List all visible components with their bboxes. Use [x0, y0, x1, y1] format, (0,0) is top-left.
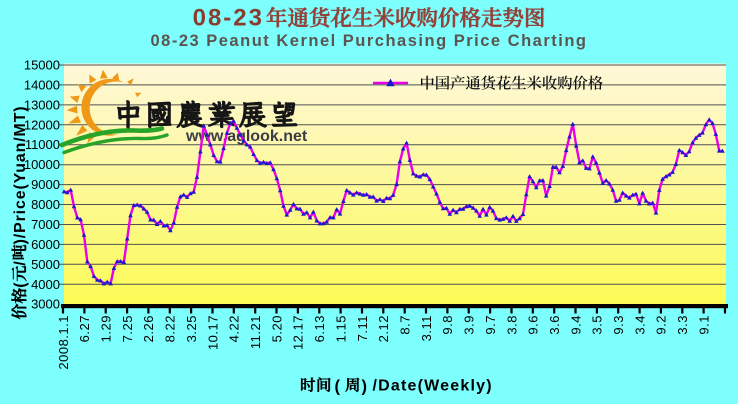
svg-text:4.22: 4.22: [227, 315, 242, 342]
svg-text:6000: 6000: [31, 237, 60, 252]
svg-text:10000: 10000: [24, 157, 60, 172]
svg-text:9.4: 9.4: [568, 315, 583, 335]
svg-text:8.22: 8.22: [163, 315, 178, 342]
svg-text:9.1: 9.1: [696, 315, 711, 335]
svg-text:12.17: 12.17: [291, 315, 306, 350]
svg-text:2008.1.1: 2008.1.1: [56, 315, 71, 370]
svg-text:14000: 14000: [24, 77, 60, 92]
svg-text:1.29: 1.29: [99, 315, 114, 342]
svg-text:2.12: 2.12: [376, 315, 391, 342]
svg-text:7.11: 7.11: [355, 315, 370, 341]
svg-text:15000: 15000: [24, 58, 60, 73]
svg-text:8.7: 8.7: [398, 315, 413, 335]
svg-text:9.3: 9.3: [611, 315, 626, 335]
svg-text:9.8: 9.8: [440, 315, 455, 335]
svg-text:13000: 13000: [24, 97, 60, 112]
svg-text:08-23: 08-23: [193, 5, 264, 32]
svg-text:3.25: 3.25: [184, 315, 199, 342]
svg-text:1.15: 1.15: [333, 315, 348, 342]
svg-text:7000: 7000: [31, 217, 60, 232]
svg-text:9000: 9000: [31, 177, 60, 192]
svg-text:10.17: 10.17: [205, 315, 220, 350]
svg-text:2.26: 2.26: [141, 315, 156, 342]
svg-text:9.2: 9.2: [654, 315, 669, 335]
svg-text:5.20: 5.20: [269, 315, 284, 342]
svg-text:3.4: 3.4: [632, 315, 647, 335]
svg-text:6.13: 6.13: [312, 315, 327, 342]
svg-text:9.6: 9.6: [526, 315, 541, 335]
svg-text:www.aglook.net: www.aglook.net: [185, 128, 308, 145]
svg-text:4000: 4000: [31, 277, 60, 292]
svg-text:3000: 3000: [31, 297, 60, 312]
svg-text:(: (: [12, 281, 29, 287]
svg-text:/Date(Weekly): /Date(Weekly): [373, 378, 493, 395]
svg-text:3.5: 3.5: [590, 315, 605, 335]
svg-text:)/Price(Yuan/MT): )/Price(Yuan/MT): [12, 105, 29, 244]
svg-text:(: (: [335, 378, 341, 396]
svg-text:08-23 Peanut Kernel Purchasing: 08-23 Peanut Kernel Purchasing Price Cha…: [150, 32, 587, 50]
svg-text:3.8: 3.8: [504, 315, 519, 335]
svg-text:12000: 12000: [24, 117, 60, 132]
svg-text:5000: 5000: [31, 257, 60, 272]
svg-text:7.25: 7.25: [120, 315, 135, 342]
svg-text:/: /: [12, 260, 29, 265]
svg-text:9.7: 9.7: [483, 315, 498, 335]
svg-text:): ): [362, 378, 368, 396]
svg-text:6.27: 6.27: [77, 315, 92, 342]
svg-text:11.21: 11.21: [248, 315, 263, 349]
svg-text:8000: 8000: [31, 197, 60, 212]
svg-text:3.3: 3.3: [675, 315, 690, 335]
svg-text:11000: 11000: [25, 137, 60, 152]
svg-text:3.11: 3.11: [419, 315, 434, 341]
svg-text:3.9: 3.9: [462, 315, 477, 335]
svg-text:3.6: 3.6: [547, 315, 562, 335]
